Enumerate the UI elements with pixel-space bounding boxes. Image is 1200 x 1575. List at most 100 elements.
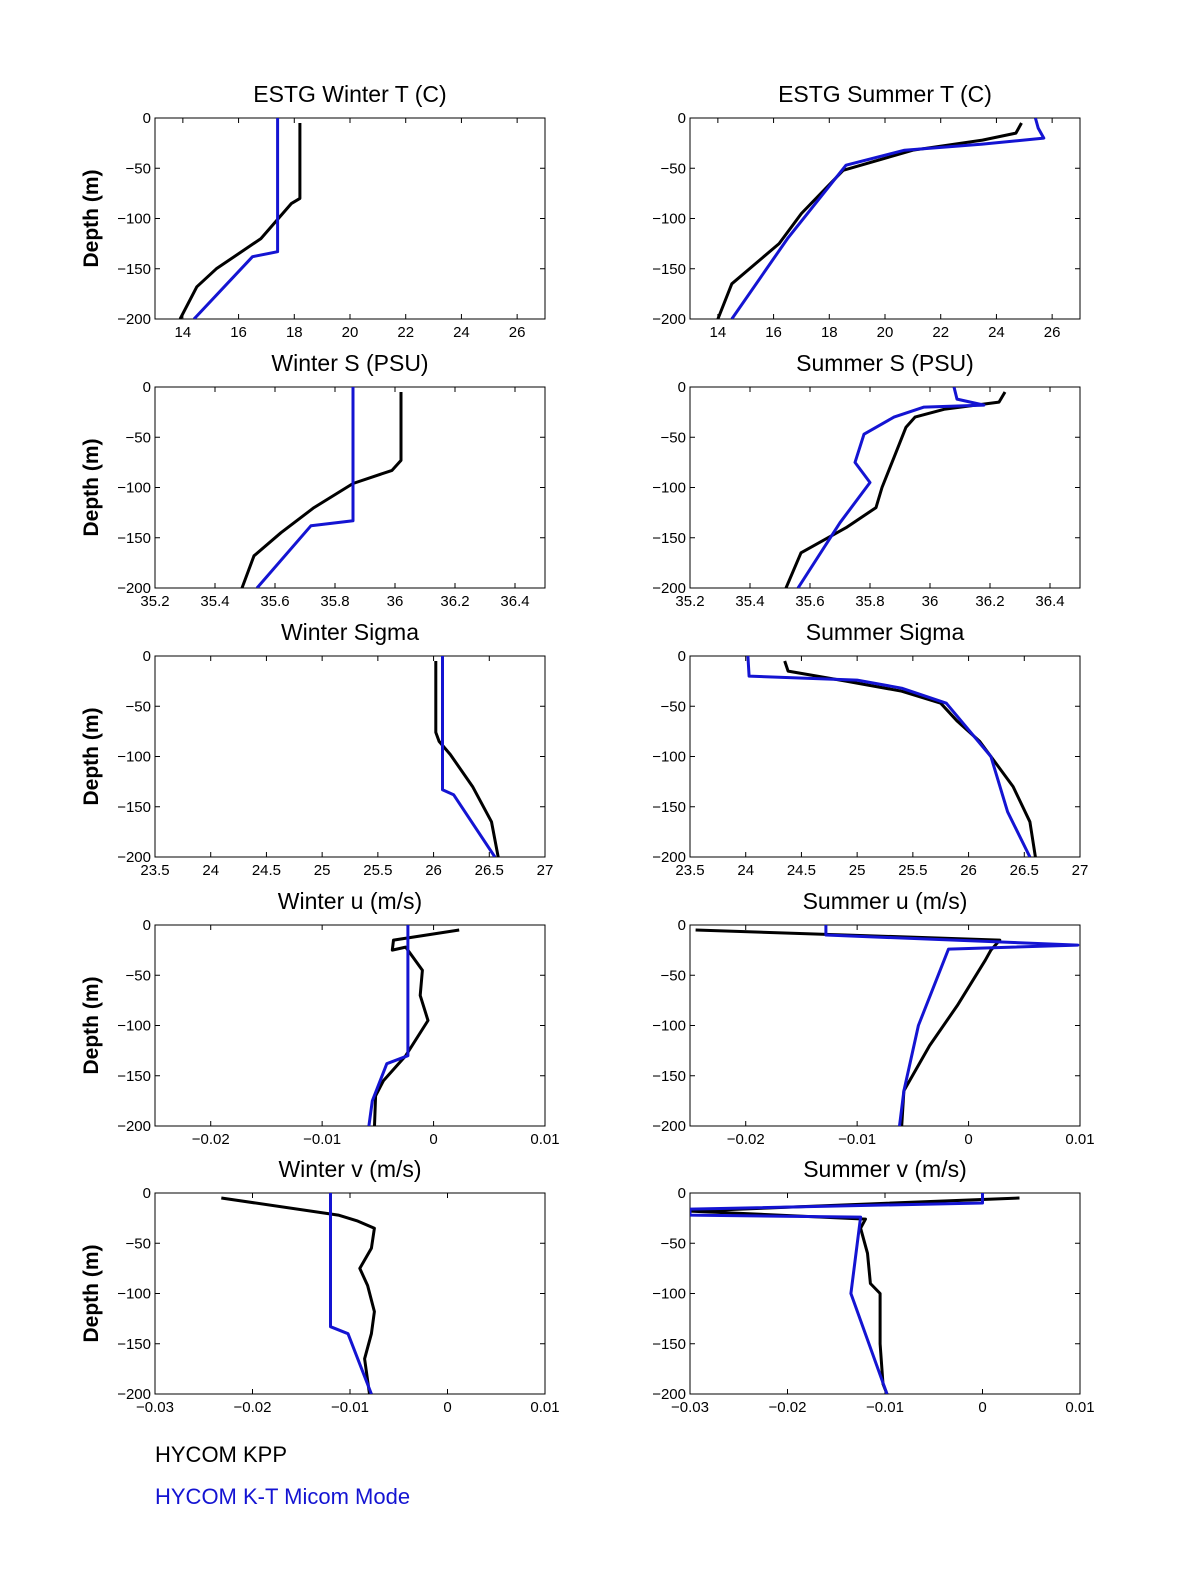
y-tick-label: −200 <box>652 849 686 866</box>
x-tick-label: 26 <box>425 862 442 879</box>
x-tick-label: 0 <box>429 1131 437 1148</box>
series-line-kpp <box>240 392 403 588</box>
y-tick-label: 0 <box>143 648 151 665</box>
axes-box <box>154 386 546 589</box>
y-tick-label: 0 <box>678 1185 686 1202</box>
series-line-kt-micom <box>255 387 355 588</box>
x-tick-label: 24.5 <box>252 862 281 879</box>
y-tick-label: −150 <box>652 530 686 547</box>
panel-1: ESTG Winter T (C) 14 16 18 20 22 24 26 0 −50 −100 −… <box>80 81 546 341</box>
x-tick-label: 14 <box>710 324 727 341</box>
x-tick-label: 24 <box>737 862 754 879</box>
x-tick-label: 35.4 <box>735 593 764 610</box>
panel-3: Winter S (PSU) 35.2 35.4 35.6 35.8 36 36.2 36.4… <box>80 350 546 610</box>
x-tick-label: −0.02 <box>234 1399 272 1416</box>
y-tick-label: −200 <box>652 1118 686 1135</box>
x-tick-label: 24.5 <box>787 862 816 879</box>
panel-4: Summer S (PSU) 35.2 35.4 35.6 35.8 36 36.2 36.4… <box>652 350 1081 610</box>
series-line-kpp <box>690 1196 1020 1394</box>
x-tick-label: 20 <box>342 324 359 341</box>
y-tick-label: −100 <box>117 749 151 766</box>
x-tick-label: 0 <box>443 1399 451 1416</box>
x-tick-label: 26 <box>509 324 526 341</box>
axes-box <box>689 1192 1081 1395</box>
y-tick-label: 0 <box>143 917 151 934</box>
series-line-kt-micom <box>730 118 1046 319</box>
axes-box <box>689 117 1081 320</box>
panel-2: ESTG Summer T (C) 14 16 18 20 22 24 26 0 −50 −100 −… <box>652 81 1081 341</box>
x-tick-label: 25.5 <box>898 862 927 879</box>
series-line-kpp <box>178 123 302 319</box>
x-tick-label: 27 <box>537 862 554 879</box>
y-tick-label: 0 <box>678 379 686 396</box>
panel-title: ESTG Summer T (C) <box>778 81 992 107</box>
x-tick-label: 35.4 <box>200 593 229 610</box>
x-tick-label: 35.6 <box>795 593 824 610</box>
series-line-kt-micom <box>690 1193 984 1394</box>
series-line-kt-micom <box>441 656 497 857</box>
x-tick-label: 24 <box>202 862 219 879</box>
y-tick-label: −50 <box>126 429 151 446</box>
y-tick-label: −50 <box>661 1235 686 1252</box>
x-tick-label: 18 <box>821 324 838 341</box>
y-tick-label: −150 <box>652 799 686 816</box>
x-tick-label: 27 <box>1072 862 1089 879</box>
y-tick-label: −50 <box>126 967 151 984</box>
panel-10: Summer v (m/s) −0.03 −0.02 −0.01 0 0.01 0 −50 −1… <box>652 1156 1094 1416</box>
x-tick-label: 20 <box>877 324 894 341</box>
x-tick-label: 14 <box>175 324 192 341</box>
panel-title: Winter S (PSU) <box>271 350 428 376</box>
x-tick-label: 35.8 <box>320 593 349 610</box>
panel-title: Winter Sigma <box>281 619 419 645</box>
x-tick-label: 25.5 <box>363 862 392 879</box>
y-tick-label: −200 <box>117 849 151 866</box>
series-line-kt-micom <box>824 925 1080 1126</box>
y-tick-label: 0 <box>143 110 151 127</box>
series-line-kt-micom <box>192 118 280 319</box>
x-tick-label: −0.02 <box>769 1399 807 1416</box>
x-tick-label: 35.2 <box>140 593 169 610</box>
y-tick-label: −100 <box>117 1018 151 1035</box>
x-tick-label: 0.01 <box>530 1131 559 1148</box>
y-tick-label: 0 <box>143 1185 151 1202</box>
panel-9: Winter v (m/s) −0.03 −0.02 −0.01 0 0.01 0 −50 −1… <box>80 1156 560 1416</box>
x-tick-label: 0.01 <box>530 1399 559 1416</box>
y-tick-label: −50 <box>126 160 151 177</box>
panel-6: Summer Sigma 23.5 24 24.5 25 25.5 26 26.5 27 0 −50… <box>652 619 1088 879</box>
x-tick-label: −0.02 <box>727 1131 765 1148</box>
axes-box <box>689 924 1081 1127</box>
x-tick-label: 22 <box>932 324 949 341</box>
panel-title: Winter u (m/s) <box>278 888 422 914</box>
x-tick-label: −0.03 <box>136 1399 174 1416</box>
x-tick-label: 23.5 <box>140 862 169 879</box>
y-tick-label: −100 <box>117 480 151 497</box>
x-tick-label: 26.5 <box>1010 862 1039 879</box>
x-tick-label: 22 <box>397 324 414 341</box>
y-tick-label: 0 <box>678 648 686 665</box>
series-line-kt-micom <box>329 1193 373 1394</box>
series-line-kpp <box>373 928 460 1126</box>
x-tick-label: −0.02 <box>192 1131 230 1148</box>
panel-5: Winter Sigma 23.5 24 24.5 25 25.5 26 26.5 27 0 −50… <box>80 619 553 879</box>
panel-title: Summer u (m/s) <box>803 888 968 914</box>
x-tick-label: 18 <box>286 324 303 341</box>
y-tick-label: −200 <box>117 1386 151 1403</box>
axes-box <box>154 655 546 858</box>
y-tick-label: −150 <box>652 1336 686 1353</box>
x-tick-label: −0.01 <box>838 1131 876 1148</box>
y-tick-label: −50 <box>661 429 686 446</box>
axes-box <box>154 924 546 1127</box>
series-line-kpp <box>695 928 1002 1126</box>
y-tick-label: −100 <box>652 211 686 228</box>
x-tick-label: 25 <box>849 862 866 879</box>
y-tick-label: −100 <box>652 1018 686 1035</box>
y-tick-label: −100 <box>652 749 686 766</box>
x-tick-label: 36.4 <box>500 593 529 610</box>
panel-7: Winter u (m/s) −0.02 −0.01 0 0.01 0 −50 −100 −15… <box>80 888 560 1148</box>
x-tick-label: 26 <box>960 862 977 879</box>
x-tick-label: 0 <box>964 1131 972 1148</box>
panel-8: Summer u (m/s) −0.02 −0.01 0 0.01 0 −50 −100 −15… <box>652 888 1094 1148</box>
y-tick-label: 0 <box>143 379 151 396</box>
series-line-kpp <box>716 122 1023 319</box>
